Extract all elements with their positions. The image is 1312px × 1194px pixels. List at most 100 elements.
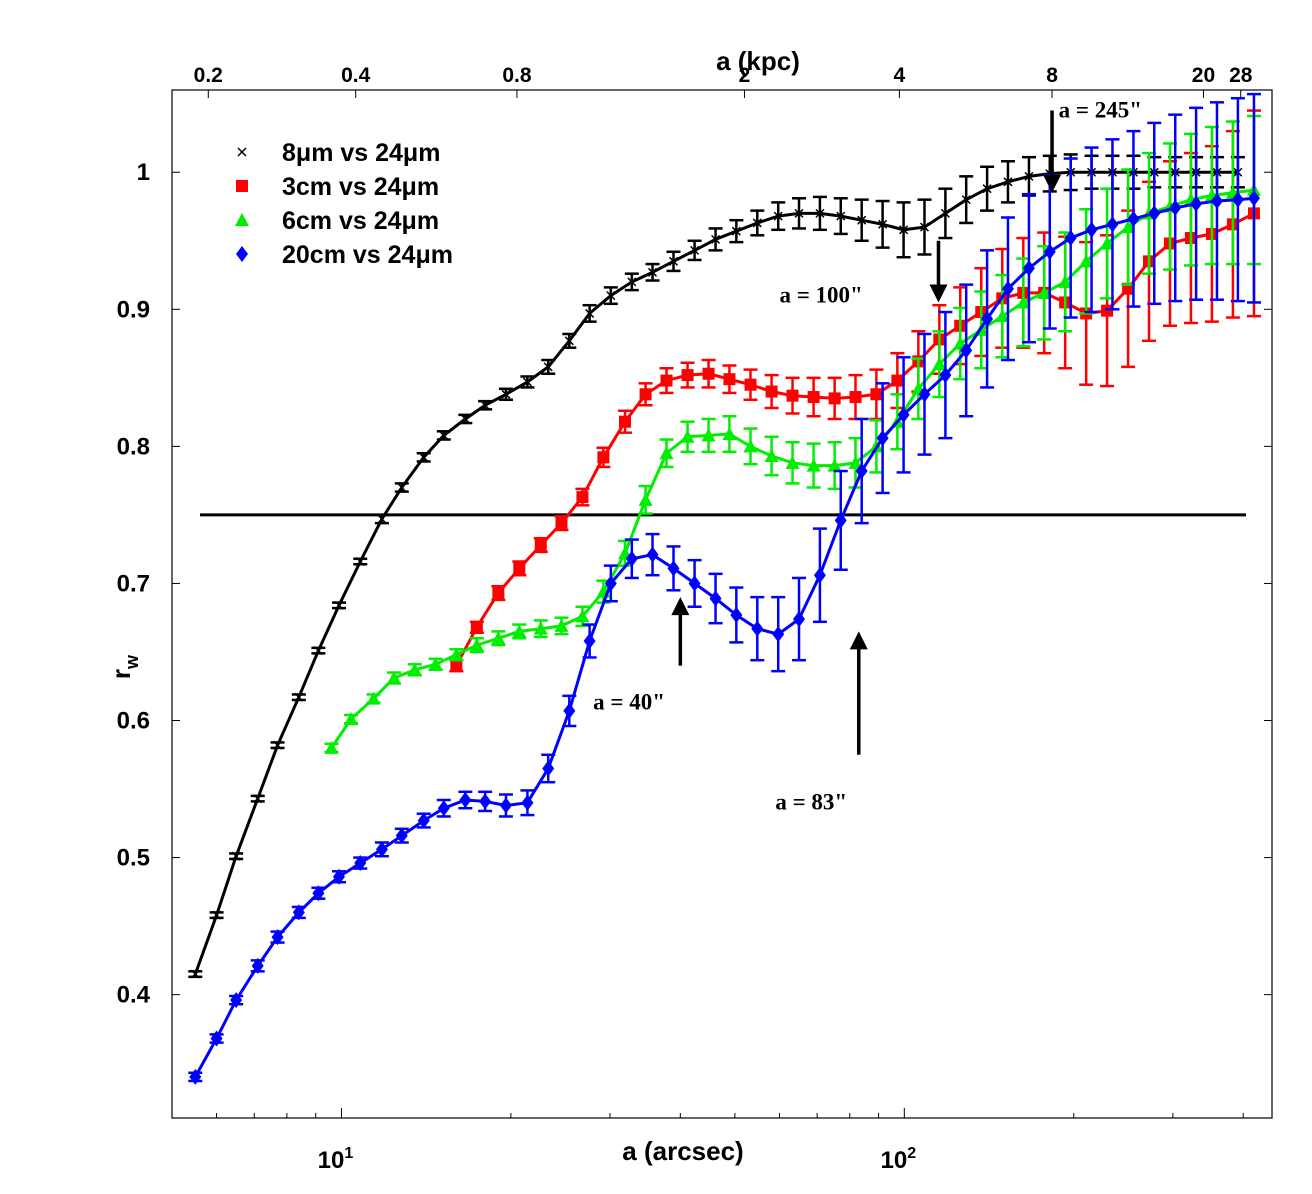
data-point [723,373,736,386]
data-point [492,587,505,600]
y-tick-label: 0.9 [117,296,150,323]
data-point [1210,193,1223,210]
data-point [1085,221,1098,238]
y-tick-label: 0.7 [117,570,150,597]
data-point [377,514,387,524]
data-point [1127,210,1140,227]
data-point [639,388,652,401]
data-point [813,567,826,584]
data-point [752,218,762,228]
data-point [744,378,757,391]
data-point [419,452,429,462]
data-point [899,225,909,235]
y-axis-title: rw [106,654,142,679]
data-point [491,631,506,645]
data-point [730,606,743,623]
y-axis-title-main: r [106,669,136,679]
data-point [395,827,408,844]
data-point [597,451,610,464]
data-point [332,868,345,885]
data-point [1231,191,1244,208]
data-point [806,458,821,472]
annotation-label: a = 245" [1059,97,1142,122]
data-point [848,455,863,469]
data-point [479,793,492,810]
data-point [1003,177,1013,187]
data-point [794,208,804,218]
series-line [193,196,1255,1078]
data-point [576,491,589,504]
top-tick-label: 0.2 [194,64,223,87]
data-point [876,430,889,447]
data-point [961,195,971,205]
data-point [751,620,764,637]
data-point [625,550,638,567]
data-point [271,929,284,946]
data-point [294,692,304,702]
data-point [575,609,590,623]
data-point [1100,236,1115,250]
data-point [815,208,825,218]
legend-label: 6cm vs 24μm [282,207,439,235]
data-point [897,406,910,423]
x-tick-label: 102 [881,1145,917,1174]
data-point [253,794,263,804]
top-tick-label: 0.4 [341,64,371,87]
data-point [480,400,490,410]
data-point [773,211,783,221]
data-point [1190,195,1203,212]
data-point [189,1068,202,1085]
data-point [1037,285,1052,299]
data-point [439,430,449,440]
data-point [397,482,407,493]
data-point [366,691,381,705]
y-tick-label: 0.4 [117,982,151,1009]
data-point [667,560,680,577]
plot-frame [171,89,1273,1119]
data-point [701,428,716,442]
data-point [522,377,532,387]
data-point [834,512,847,529]
data-point [210,1030,223,1047]
data-point [235,213,249,226]
annotation-arrow-head [849,631,868,650]
data-point [313,646,323,656]
data-point [1148,205,1161,222]
legend: 8μm vs 24μm 3cm vs 24μm 6cm vs 24μm 20cm vs… [235,139,453,269]
data-point [534,539,547,552]
data-point [870,388,883,401]
data-point [827,458,842,472]
data-point [722,427,737,441]
data-point [1106,216,1119,233]
data-point [743,439,758,453]
data-point [583,633,596,650]
data-point [237,147,247,157]
data-point [428,657,443,671]
data-point [533,621,548,635]
data-point [849,391,862,404]
data-point [772,626,785,643]
top-axis-title: a (kpc) [716,46,800,76]
data-point [995,309,1010,323]
data-point [1043,243,1056,260]
y-tick-label: 1 [137,159,150,186]
legend-label: 20cm vs 24μm [282,241,453,269]
data-point [1247,190,1260,207]
annotation-arrow-head [671,597,690,616]
x-tick-label: 101 [318,1145,354,1174]
data-point [764,448,779,462]
data-point [375,841,388,858]
data-point [855,463,868,480]
data-point [1024,171,1034,181]
data-point [236,246,248,262]
annotation-layer: a = 245" a = 100" a = 40" a = 83" [593,97,1142,814]
data-point [324,740,339,754]
data-point [765,385,778,398]
data-point [627,277,637,287]
data-point [273,740,283,750]
data-point [543,362,553,372]
data-point [606,291,616,301]
top-tick-label: 28 [1229,64,1253,87]
data-point [919,222,930,232]
